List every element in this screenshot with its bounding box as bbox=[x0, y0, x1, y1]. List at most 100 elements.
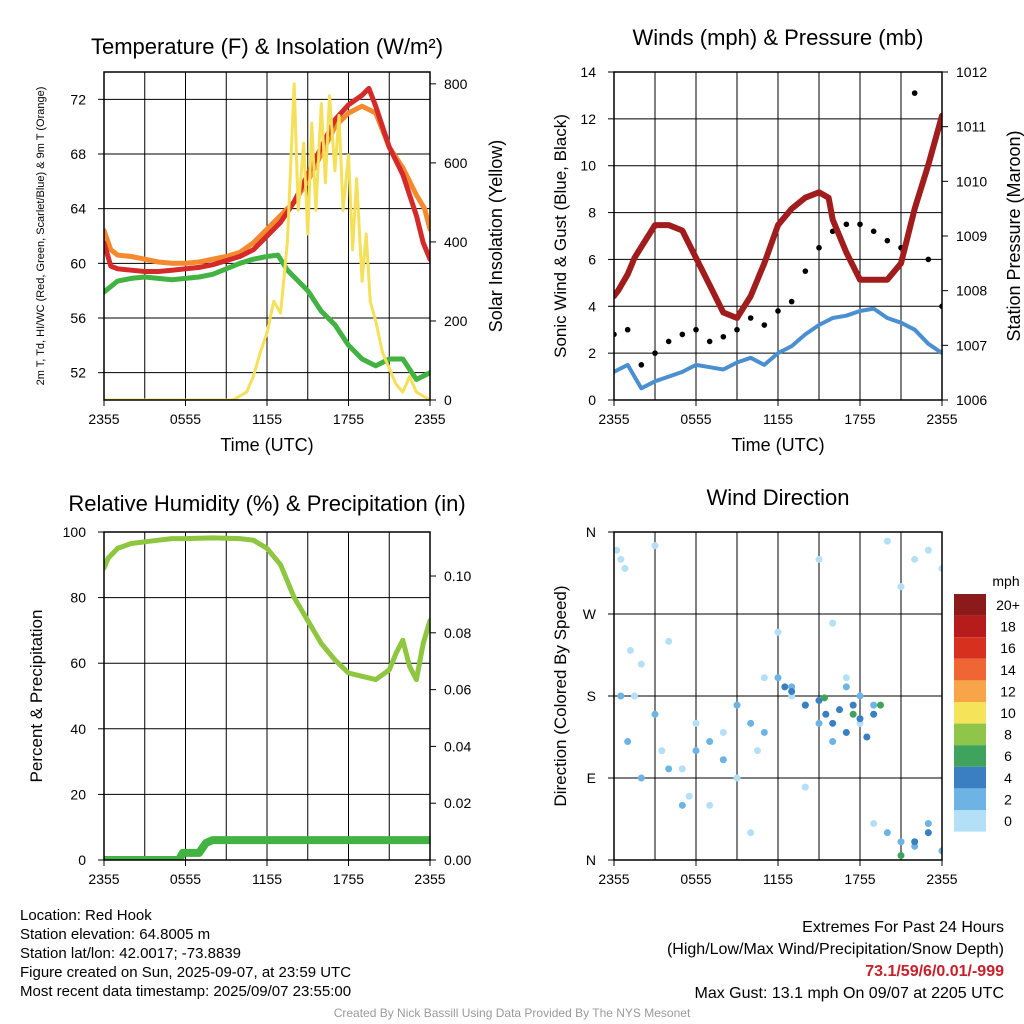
colorbar-swatch bbox=[954, 723, 986, 746]
y-tick-label: 4 bbox=[588, 298, 596, 314]
scatter-series bbox=[614, 537, 942, 837]
gust-point bbox=[870, 228, 877, 235]
scatter-series bbox=[820, 694, 905, 859]
most-recent-data: Most recent data timestamp: 2025/09/07 2… bbox=[20, 983, 352, 1000]
plot-border bbox=[103, 71, 431, 401]
chart-title: Winds (mph) & Pressure (mb) bbox=[633, 25, 924, 50]
scatter-point bbox=[863, 733, 871, 741]
plot-area bbox=[614, 90, 942, 391]
scatter-point bbox=[788, 687, 796, 695]
colorbar-label: 10 bbox=[1000, 705, 1016, 721]
scatter-point bbox=[754, 747, 761, 755]
colorbar-swatch bbox=[954, 766, 986, 789]
scatter-point bbox=[774, 628, 782, 636]
gust-point bbox=[638, 362, 645, 368]
y-tick-label: 100 bbox=[63, 524, 87, 540]
scatter-point bbox=[842, 728, 850, 736]
scatter-point bbox=[617, 692, 625, 700]
scatter-point bbox=[719, 756, 727, 764]
x-tick-label: 2355 bbox=[926, 411, 957, 427]
y2-tick-label: 800 bbox=[444, 76, 468, 92]
colorbar-swatch bbox=[954, 702, 986, 724]
scatter-point bbox=[774, 674, 782, 682]
y2-tick-label: 0.04 bbox=[444, 738, 471, 754]
y2-tick-label: 600 bbox=[444, 155, 468, 171]
scatter-point bbox=[856, 715, 864, 723]
scatter-point bbox=[924, 546, 932, 554]
winds-pressure-panel: 2355 0555 1155 1755 235502468101214100610071… bbox=[551, 25, 1024, 455]
y-tick-label: W bbox=[583, 606, 597, 622]
scatter-point bbox=[637, 774, 645, 782]
y-tick-label: 72 bbox=[70, 91, 86, 107]
colorbar-swatch bbox=[954, 788, 986, 810]
series-line bbox=[104, 85, 430, 274]
y2-tick-label: 1006 bbox=[956, 392, 987, 408]
gust-point bbox=[693, 326, 699, 333]
scatter-point bbox=[897, 851, 905, 859]
scatter-point bbox=[877, 701, 884, 709]
scatter-point bbox=[815, 697, 823, 705]
plot-border bbox=[613, 531, 943, 861]
y-tick-label: 2 bbox=[588, 345, 596, 361]
scatter-point bbox=[870, 710, 878, 718]
station-location: Location: Red Hook bbox=[20, 907, 152, 924]
scatter-point bbox=[815, 555, 823, 563]
y2-tick-label: 1007 bbox=[956, 337, 987, 353]
scatter-point bbox=[883, 829, 891, 837]
credit-line: Created By Nick Bassill Using Data Provi… bbox=[333, 1006, 691, 1020]
x-tick-label: 1755 bbox=[844, 411, 875, 427]
scatter-point bbox=[897, 583, 905, 591]
y2-tick-label: 1009 bbox=[956, 228, 987, 244]
gust-point bbox=[802, 268, 809, 274]
scatter-point bbox=[815, 719, 823, 727]
scatter-point bbox=[665, 765, 673, 773]
plot-border bbox=[103, 531, 431, 861]
extremes-title: Extremes For Past 24 Hours bbox=[802, 919, 1004, 936]
chart-title: Relative Humidity (%) & Precipitation (i… bbox=[68, 491, 465, 516]
y-tick-label: 8 bbox=[588, 205, 596, 221]
y-tick-label: 0 bbox=[78, 852, 86, 868]
scatter-point bbox=[849, 710, 857, 718]
scatter-point bbox=[626, 646, 634, 654]
gust-series bbox=[614, 90, 942, 368]
scatter-point bbox=[924, 820, 932, 828]
x-tick-label: 2355 bbox=[598, 411, 629, 427]
y2-tick-label: 1008 bbox=[956, 283, 987, 299]
gust-point bbox=[679, 331, 686, 338]
scatter-point bbox=[911, 555, 919, 563]
scatter-point bbox=[801, 701, 809, 709]
scatter-point bbox=[760, 674, 768, 682]
gust-point bbox=[775, 308, 781, 314]
y-tick-label: N bbox=[586, 852, 596, 868]
chart-title: Temperature (F) & Insolation (W/m²) bbox=[91, 34, 443, 59]
plot-border bbox=[613, 71, 943, 401]
plot-area bbox=[614, 537, 942, 859]
scatter-point bbox=[658, 747, 666, 755]
colorbar-label: 8 bbox=[1004, 727, 1012, 743]
colorbar-swatch bbox=[954, 615, 986, 638]
y2-tick-label: 400 bbox=[444, 234, 468, 250]
x-tick-label: 1155 bbox=[763, 411, 793, 427]
temperature-insolation-panel: 2355 0555 1155 1755 2355 52 56 60 64 68 72 0 200 400 6… bbox=[35, 34, 506, 455]
x-tick-label: 1755 bbox=[333, 871, 364, 887]
gust-point bbox=[706, 338, 713, 345]
colorbar-label: 16 bbox=[1000, 640, 1016, 656]
scatter-point bbox=[781, 683, 789, 691]
gust-point bbox=[857, 221, 863, 228]
y2-axis-label: Station Pressure (Maroon) bbox=[1004, 130, 1024, 341]
plot-area bbox=[104, 535, 430, 860]
scatter-point bbox=[651, 710, 659, 718]
gust-point bbox=[761, 322, 768, 328]
colorbar-swatch bbox=[954, 810, 986, 832]
scatter-point bbox=[829, 619, 837, 627]
x-tick-label: 2355 bbox=[88, 411, 119, 427]
scatter-point bbox=[822, 710, 830, 718]
scatter-point bbox=[842, 683, 850, 691]
y-axis-label: 2m T, Td, HI/WC (Red, Green, Scarlet/Blu… bbox=[35, 87, 47, 386]
y-tick-label: 10 bbox=[580, 158, 596, 174]
scatter-point bbox=[836, 706, 843, 714]
y2-tick-label: 0.02 bbox=[444, 795, 471, 811]
y2-tick-label: 1010 bbox=[956, 173, 987, 189]
x-axis-label: Time (UTC) bbox=[731, 435, 824, 455]
